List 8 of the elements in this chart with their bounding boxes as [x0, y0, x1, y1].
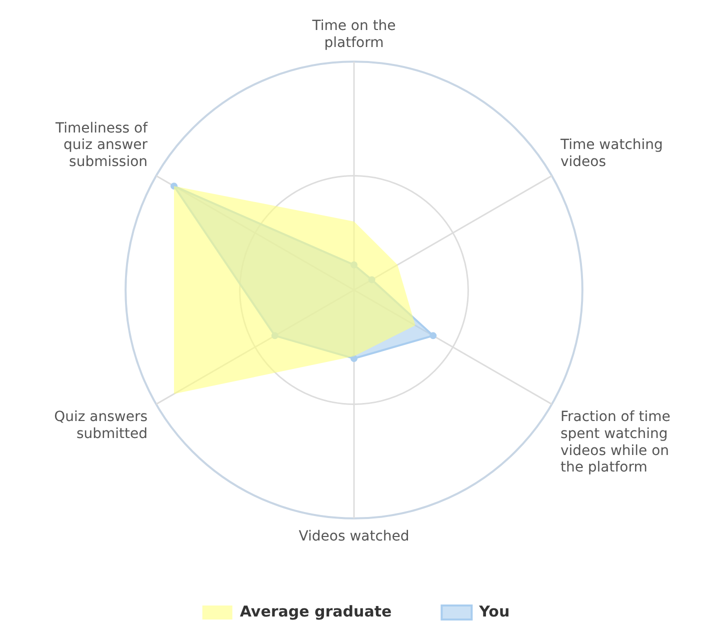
- spoke-label: Time watching videos: [559, 137, 663, 170]
- spoke-label: Quiz answers submitted: [54, 409, 148, 442]
- spoke-label: Fraction of time spent watching videos while on the platform: [560, 409, 670, 476]
- legend-label: You: [478, 602, 510, 620]
- spoke-label: Time on the platform: [311, 18, 396, 51]
- spoke-label: Videos watched: [298, 528, 410, 544]
- legend-label: Average graduate: [240, 602, 392, 620]
- spoke-label: Timeliness of quiz answer submission: [54, 120, 149, 170]
